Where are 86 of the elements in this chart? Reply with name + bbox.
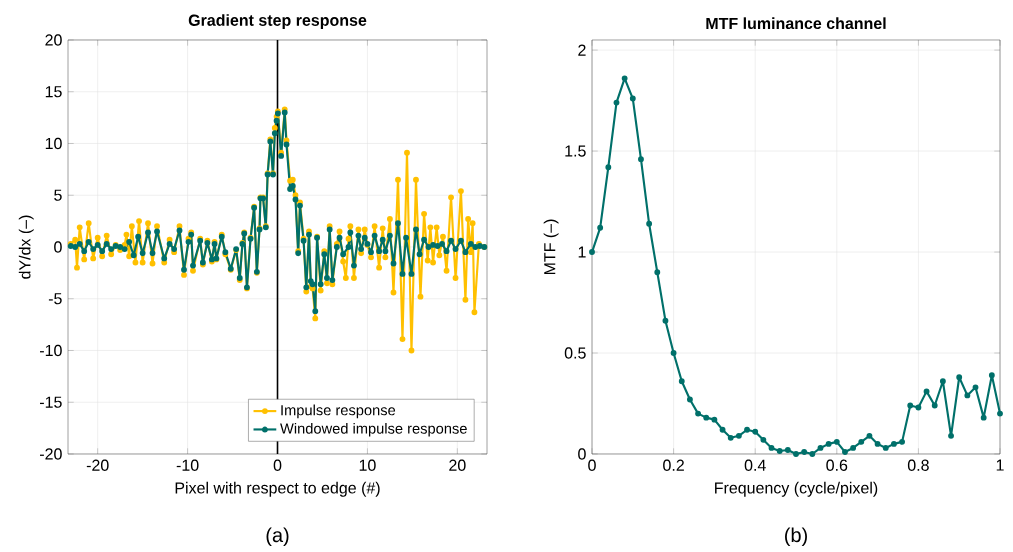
point (760, 436, 767, 443)
point (735, 432, 742, 439)
point (744, 426, 750, 433)
point (719, 426, 726, 433)
point (678, 378, 685, 385)
y-axis-title: dY/dx (–) (18, 215, 34, 279)
point (972, 384, 979, 391)
x-tick-label: 0.2 (663, 459, 684, 471)
point (629, 95, 636, 102)
point (752, 428, 759, 435)
chart-title: Gradient step response (188, 14, 367, 30)
point (931, 402, 938, 409)
text: (a) (266, 527, 289, 547)
y-tick-label: -10 (40, 344, 62, 357)
point (833, 438, 840, 445)
point (638, 156, 644, 163)
y-tick-label: 20 (45, 34, 62, 46)
x-tick-label: 0 (273, 459, 282, 471)
x-axis-title: Pixel with respect to edge (#) (175, 481, 380, 497)
x-tick-label: 20 (449, 459, 466, 471)
y-tick-label: 1 (578, 246, 586, 258)
x-tick-label: -20 (86, 459, 109, 471)
point (858, 438, 865, 445)
point (866, 432, 873, 439)
point (605, 164, 612, 171)
chart-title: MTF luminance channel (706, 17, 886, 30)
point (842, 449, 848, 455)
point (980, 414, 987, 421)
point (711, 416, 718, 423)
y-tick-label: 0.5 (564, 347, 586, 359)
point (801, 449, 808, 455)
point (923, 388, 930, 395)
point (948, 432, 954, 439)
point (727, 434, 734, 441)
y-axis-title: MTF (–) (543, 219, 559, 275)
point (809, 451, 816, 457)
point (915, 404, 922, 411)
x-tick-label: -10 (176, 459, 199, 471)
point (793, 451, 799, 457)
y-tick-label: 5 (54, 189, 62, 201)
y-tick-label: -20 (40, 448, 62, 460)
legend-label: Impulse response (281, 404, 396, 419)
point (613, 99, 620, 106)
y-tick-label: 0 (578, 448, 586, 460)
y-tick-label: -5 (48, 293, 62, 305)
point (890, 440, 897, 447)
point (662, 317, 669, 324)
y-tick-label: 15 (45, 86, 62, 98)
point (939, 378, 946, 385)
legend-label: Windowed impulse response (280, 422, 467, 437)
point (776, 448, 783, 454)
point (646, 220, 653, 227)
point (964, 392, 971, 399)
x-tick-label: 10 (359, 459, 376, 471)
point (695, 410, 702, 417)
point (825, 440, 832, 447)
point (997, 410, 1003, 417)
point (874, 440, 881, 447)
x-tick-label: 0.6 (826, 459, 848, 471)
x-tick-label: 0 (588, 459, 596, 471)
point (817, 444, 824, 451)
point (882, 444, 889, 451)
x-tick-label: 0.8 (907, 459, 929, 471)
point (988, 372, 995, 379)
point (899, 438, 906, 445)
point (956, 374, 963, 381)
point (907, 402, 914, 409)
y-tick-label: 1.5 (565, 145, 586, 157)
point (686, 396, 693, 403)
text: (b) (785, 527, 807, 547)
point (589, 249, 595, 255)
point (654, 269, 661, 276)
y-tick-label: 0 (54, 241, 62, 253)
point (597, 224, 604, 231)
point (850, 444, 857, 451)
point (768, 444, 775, 451)
x-tick-label: 1 (996, 459, 1004, 471)
x-tick-label: 0.4 (744, 459, 766, 471)
y-tick-label: -15 (40, 396, 62, 408)
x-axis-title: Frequency (cycle/pixel) (715, 481, 878, 497)
point (621, 75, 628, 82)
point (703, 414, 710, 421)
point (784, 447, 791, 453)
y-tick-label: 10 (45, 137, 62, 150)
point (670, 350, 677, 356)
y-tick-label: 2 (578, 44, 586, 56)
